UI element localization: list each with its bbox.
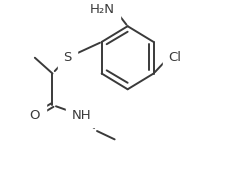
Text: S: S bbox=[63, 51, 72, 64]
Text: Cl: Cl bbox=[168, 51, 182, 64]
Text: NH: NH bbox=[72, 109, 91, 122]
Text: O: O bbox=[30, 109, 40, 122]
Text: H₂N: H₂N bbox=[90, 3, 115, 16]
